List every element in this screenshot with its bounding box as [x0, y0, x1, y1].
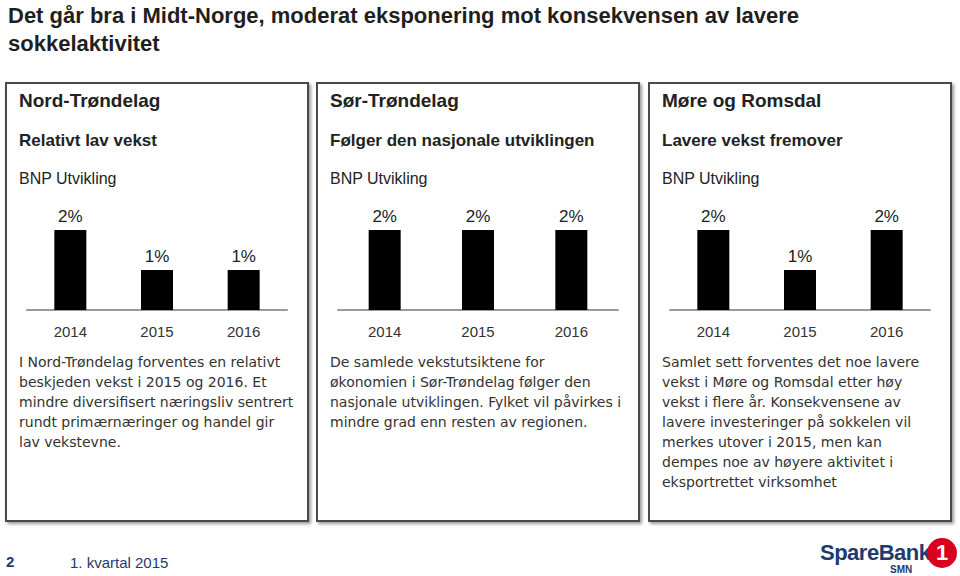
svg-text:2%: 2%	[58, 207, 83, 226]
svg-text:2%: 2%	[874, 207, 899, 226]
svg-text:2%: 2%	[559, 207, 584, 226]
svg-text:2016: 2016	[555, 323, 588, 340]
svg-text:2014: 2014	[54, 323, 87, 340]
svg-text:1%: 1%	[231, 247, 256, 266]
html-text:Lavere vekst fremover: Lavere vekst fremover	[662, 131, 843, 150]
html-text:Møre og Romsdal: Møre og Romsdal	[662, 90, 822, 111]
html-text:De samlede vekstutsiktene for: De samlede vekstutsiktene for økonomien …	[330, 354, 621, 430]
html-text:Følger den nasjonale utvikling: Følger den nasjonale utviklingen	[330, 131, 595, 150]
svg-text:2%: 2%	[372, 207, 397, 226]
html-text:BNP Utvikling: BNP Utvikling	[662, 170, 760, 187]
svg-text:2015: 2015	[461, 323, 494, 340]
svg-text:1%: 1%	[145, 247, 170, 266]
svg-text:2%: 2%	[701, 207, 726, 226]
html-text:Samlet sett forventes det noe: Samlet sett forventes det noe lavere vek…	[662, 354, 920, 490]
html-text:BNP Utvikling: BNP Utvikling	[330, 170, 428, 187]
html-text:2: 2	[6, 553, 15, 570]
svg-text:2014: 2014	[697, 323, 730, 340]
html-text:I Nord-Trøndelag forventes en: I Nord-Trøndelag forventes en relativt b…	[19, 354, 294, 450]
svg-text:2015: 2015	[140, 323, 173, 340]
svg-text:2014: 2014	[368, 323, 401, 340]
svg-text:1%: 1%	[788, 247, 813, 266]
html-text:Nord-Trøndelag: Nord-Trøndelag	[19, 90, 161, 111]
svg-text:2015: 2015	[783, 323, 816, 340]
svg-text:2016: 2016	[227, 323, 260, 340]
html-text:SMN: SMN	[890, 564, 913, 575]
html-text:1. kvartal 2015: 1. kvartal 2015	[70, 554, 169, 571]
html-text:Relativt lav vekst: Relativt lav vekst	[19, 131, 157, 150]
svg-text:2016: 2016	[870, 323, 903, 340]
html-text:BNP Utvikling: BNP Utvikling	[19, 170, 117, 187]
svg-text:2%: 2%	[466, 207, 491, 226]
html-text:Det går bra i Midt-Norge, mode: Det går bra i Midt-Norge, moderat ekspon…	[8, 3, 799, 56]
html-text:SpareBank 1: SpareBank 1	[820, 540, 949, 565]
html-text:Sør-Trøndelag: Sør-Trøndelag	[330, 90, 459, 111]
